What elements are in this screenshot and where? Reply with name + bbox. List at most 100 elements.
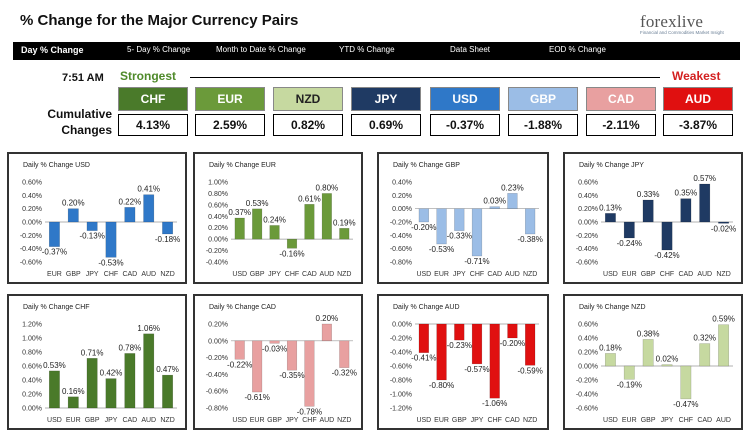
bar: [525, 323, 536, 366]
category-label: EUR: [66, 417, 81, 424]
bar: [162, 374, 174, 409]
category-label: JPY: [661, 417, 674, 424]
currency-cumulative-value: -2.11%: [586, 114, 656, 136]
category-label: AUD: [697, 271, 712, 278]
category-label: CAD: [487, 271, 502, 278]
y-tick-label: 0.20%: [208, 322, 228, 329]
category-label: CHF: [679, 417, 693, 424]
bar: [339, 340, 350, 368]
y-tick-label: 0.40%: [22, 193, 42, 200]
data-label: 0.32%: [693, 334, 716, 343]
bar: [489, 206, 500, 209]
currency-box-aud: AUD -3.87%: [663, 87, 733, 136]
currency-code: AUD: [663, 87, 733, 111]
data-label: 0.03%: [483, 197, 506, 206]
bar: [269, 340, 280, 344]
data-label: -0.20%: [500, 339, 525, 348]
y-tick-label: 0.60%: [22, 364, 42, 371]
category-label: NZD: [337, 417, 351, 424]
data-label: 0.35%: [675, 189, 698, 198]
category-label: CAD: [505, 417, 520, 424]
category-label: USD: [232, 271, 247, 278]
currency-box-cad: CAD -2.11%: [586, 87, 656, 136]
currency-box-chf: CHF 4.13%: [118, 87, 188, 136]
data-label: 0.22%: [119, 197, 142, 206]
category-label: GBP: [641, 417, 656, 424]
y-tick-label: 0.20%: [208, 225, 228, 232]
category-label: EUR: [434, 417, 449, 424]
category-label: USD: [603, 271, 618, 278]
nav-5day-change[interactable]: 5- Day % Change: [127, 45, 191, 54]
y-tick-label: -0.80%: [390, 378, 412, 385]
bar: [454, 208, 465, 231]
chart-title: Daily % Change GBP: [393, 162, 460, 169]
currency-box-usd: USD -0.37%: [430, 87, 500, 136]
category-label: CHF: [488, 417, 502, 424]
data-label: 0.71%: [81, 348, 104, 357]
nav-eod-change[interactable]: EOD % Change: [549, 45, 606, 54]
bar: [604, 213, 616, 223]
category-label: JPY: [286, 417, 299, 424]
y-tick-label: 0.80%: [208, 191, 228, 198]
category-label: NZD: [160, 271, 174, 278]
bar: [252, 208, 263, 240]
bar: [489, 323, 500, 399]
bar: [507, 323, 518, 339]
y-tick-label: 0.00%: [208, 338, 228, 345]
currency-code: JPY: [351, 87, 421, 111]
data-label: 0.18%: [599, 343, 622, 352]
forexlive-logo[interactable]: forexlive Financial and Commodities Mark…: [640, 12, 730, 42]
category-label: EUR: [622, 417, 637, 424]
time-stamp: 7:51 AM: [62, 72, 104, 84]
y-tick-label: 0.20%: [578, 206, 598, 213]
chart-panel-cad: Daily % Change CAD 0.20% 0.00% -0.20% -0.40%…: [193, 294, 363, 430]
category-label: JPY: [268, 271, 281, 278]
bar: [86, 221, 98, 231]
data-label: -0.16%: [279, 249, 304, 258]
nav-data-sheet[interactable]: Data Sheet: [450, 45, 491, 54]
y-tick-label: 0.20%: [578, 350, 598, 357]
category-label: NZD: [716, 271, 730, 278]
chart-title: Daily % Change JPY: [579, 162, 644, 169]
currency-code: EUR: [195, 87, 265, 111]
bar: [507, 193, 518, 209]
bar: [623, 221, 635, 239]
bar: [680, 365, 692, 400]
chart-panel-aud: Daily % Change AUD 0.00% -0.20% -0.40% -0.60…: [377, 294, 549, 430]
y-tick-label: 0.20%: [22, 206, 42, 213]
category-label: AUD: [141, 417, 156, 424]
bar: [339, 228, 350, 240]
bar: [162, 221, 174, 235]
data-label: 0.13%: [599, 203, 622, 212]
nav-ytd-change[interactable]: YTD % Change: [339, 45, 395, 54]
data-label: 0.20%: [62, 199, 85, 208]
y-tick-label: 0.40%: [392, 180, 412, 187]
nav-day-change[interactable]: Day % Change: [21, 45, 84, 55]
data-label: 0.37%: [228, 208, 251, 217]
bar: [143, 194, 155, 223]
y-tick-label: 0.00%: [22, 220, 42, 227]
y-tick-label: -0.20%: [206, 248, 228, 255]
data-label: 0.80%: [316, 183, 339, 192]
bar: [252, 340, 263, 393]
y-tick-label: -0.40%: [390, 233, 412, 240]
bar: [48, 370, 60, 409]
nav-mtd-change[interactable]: Month to Date % Change: [216, 45, 306, 54]
category-label: CHF: [285, 271, 299, 278]
category-label: USD: [47, 417, 62, 424]
category-label: GBP: [250, 271, 265, 278]
y-tick-label: -0.20%: [576, 233, 598, 240]
chart-svg: 1.20% 1.00% 0.80% 0.60% 0.40% 0.20% 0.00% 0.53%…: [22, 322, 179, 425]
chart-svg: 0.20% 0.00% -0.20% -0.40% -0.60% -0.80% -0.22%…: [206, 314, 357, 424]
data-label: -0.71%: [464, 257, 489, 266]
chart-title: Daily % Change AUD: [393, 304, 460, 311]
currency-box-eur: EUR 2.59%: [195, 87, 265, 136]
y-tick-label: -0.20%: [20, 233, 42, 240]
data-label: -0.78%: [297, 407, 322, 416]
data-label: 0.24%: [263, 215, 286, 224]
currency-cumulative-value: 2.59%: [195, 114, 265, 136]
bar: [661, 221, 673, 251]
data-label: 0.53%: [246, 199, 269, 208]
y-tick-label: 0.00%: [392, 322, 412, 329]
